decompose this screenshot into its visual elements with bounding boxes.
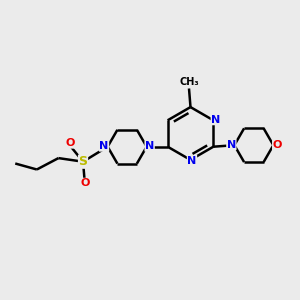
Text: N: N [211,115,220,125]
Text: CH₃: CH₃ [179,77,199,87]
Text: O: O [80,178,90,188]
Text: N: N [188,155,196,166]
Text: N: N [227,140,236,150]
Text: O: O [66,138,75,148]
Text: N: N [99,141,109,151]
Text: O: O [273,140,282,150]
Text: S: S [79,155,88,168]
Text: N: N [145,141,154,151]
